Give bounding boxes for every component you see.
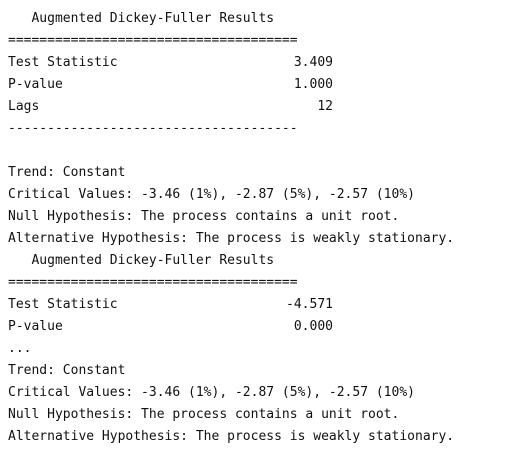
row-label: Test Statistic (8, 297, 118, 312)
result-row-p-value: P-value 0.000 (8, 316, 333, 338)
result-row-p-value: P-value 1.000 (8, 74, 333, 96)
result-row-lags: Lags 12 (8, 96, 333, 118)
blank-line (8, 140, 515, 162)
ellipsis-text: ... (8, 341, 32, 356)
trend-text: Trend: Constant (8, 165, 126, 180)
separator-top: ===================================== (8, 275, 298, 290)
row-value: 12 (317, 99, 333, 114)
separator-bottom: ------------------------------------- (8, 121, 298, 136)
results-title: Augmented Dickey-Fuller Results (8, 253, 275, 268)
adf-results-block-1: Augmented Dickey-Fuller Results ========… (8, 8, 515, 250)
critical-values-text: Critical Values: -3.46 (1%), -2.87 (5%),… (8, 187, 415, 202)
alternative-hypothesis-text: Alternative Hypothesis: The process is w… (8, 231, 455, 246)
row-label: P-value (8, 77, 63, 92)
row-label: P-value (8, 319, 63, 334)
trend-text: Trend: Constant (8, 363, 126, 378)
result-row-test-statistic: Test Statistic -4.571 (8, 294, 333, 316)
row-value: 0.000 (293, 319, 333, 334)
row-value: 1.000 (293, 77, 333, 92)
null-hypothesis-text: Null Hypothesis: The process contains a … (8, 209, 400, 224)
console-output: Augmented Dickey-Fuller Results ========… (8, 8, 515, 448)
row-label: Test Statistic (8, 55, 118, 70)
results-title: Augmented Dickey-Fuller Results (8, 11, 275, 26)
row-value: -4.571 (286, 297, 333, 312)
separator-top: ===================================== (8, 33, 298, 48)
critical-values-text: Critical Values: -3.46 (1%), -2.87 (5%),… (8, 385, 415, 400)
row-label: Lags (8, 99, 40, 114)
result-row-test-statistic: Test Statistic 3.409 (8, 52, 333, 74)
row-value: 3.409 (293, 55, 333, 70)
alternative-hypothesis-text: Alternative Hypothesis: The process is w… (8, 429, 455, 444)
adf-results-block-2: Augmented Dickey-Fuller Results ========… (8, 250, 515, 448)
null-hypothesis-text: Null Hypothesis: The process contains a … (8, 407, 400, 422)
